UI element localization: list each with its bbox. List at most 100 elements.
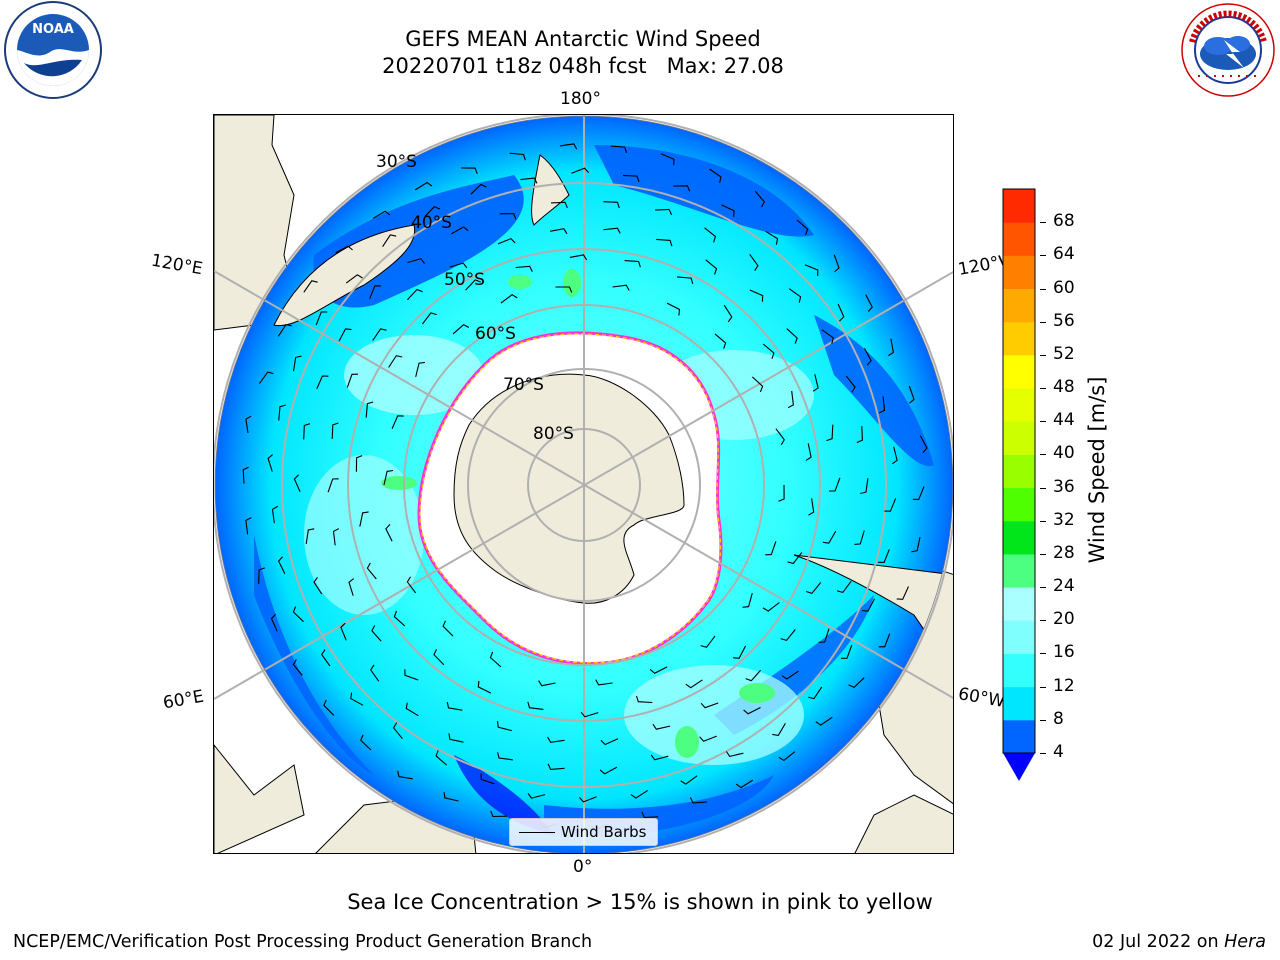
wind-barb xyxy=(878,396,886,414)
wind-barb xyxy=(346,373,359,388)
wind-barb xyxy=(721,204,735,217)
wind-barb xyxy=(655,208,673,216)
wind-barb xyxy=(569,254,588,261)
wind-barb xyxy=(622,174,640,182)
wind-barb xyxy=(359,511,369,527)
wind-barb xyxy=(489,651,502,668)
wind-barb xyxy=(650,754,669,761)
wind-barb xyxy=(388,355,403,368)
colorbar-tick-label: 60 xyxy=(1053,277,1075,298)
wind-barb xyxy=(595,679,613,686)
wind-barb xyxy=(603,227,621,234)
colorbar-ticks: 4 8 12 16 20 24 28 32 36 40 44 48 52 56 60 64 68 xyxy=(1040,0,1100,960)
wind-barb xyxy=(461,167,478,174)
wind-barb xyxy=(499,213,517,220)
wind-barb xyxy=(538,680,556,687)
wind-barb xyxy=(673,185,691,192)
wind-barb xyxy=(443,791,459,802)
wind-barb xyxy=(278,404,286,421)
wind-barb xyxy=(864,348,872,366)
wind-barb xyxy=(878,549,890,563)
colorbar-block xyxy=(1003,189,1035,223)
wind-barb xyxy=(772,723,786,737)
wind-barb xyxy=(270,613,278,632)
colorbar-block xyxy=(1003,719,1035,754)
wind-barb xyxy=(599,766,618,775)
wind-barb xyxy=(451,226,469,235)
wind-barb xyxy=(635,695,653,704)
wind-barb xyxy=(555,286,573,293)
colorbar-block xyxy=(1003,255,1035,290)
wind-barb xyxy=(365,401,374,418)
colorbar-block xyxy=(1003,321,1035,356)
wind-barb xyxy=(292,606,304,623)
colorbar-tick-mark xyxy=(1040,421,1046,423)
wind-barb xyxy=(335,245,353,254)
wind-barb xyxy=(896,586,910,600)
wind-barb xyxy=(806,582,822,595)
wind-barb xyxy=(391,415,404,429)
wind-barb xyxy=(788,288,802,303)
wind-barb xyxy=(259,371,274,384)
wind-barb xyxy=(383,469,394,486)
wind-barb xyxy=(630,789,649,799)
wind-barb xyxy=(500,294,518,304)
wind-barb xyxy=(397,770,413,780)
lat-label-60s: 60°S xyxy=(475,324,516,344)
wind-barb xyxy=(725,751,744,758)
lon-label-60w: 60°W xyxy=(956,684,1007,712)
wind-barb xyxy=(338,328,352,342)
lon-label-180: 180° xyxy=(560,89,601,109)
map-legend: Wind Barbs xyxy=(509,818,658,846)
colorbar-tick-mark xyxy=(1040,454,1046,456)
wind-barb xyxy=(405,702,419,717)
wind-barb xyxy=(433,649,445,666)
wind-barb xyxy=(424,206,441,218)
wind-barb xyxy=(656,238,673,247)
wind-barb xyxy=(369,285,381,300)
lon-label-120e: 120°E xyxy=(149,250,205,280)
lat-label-70s: 70°S xyxy=(503,375,544,395)
wind-barb xyxy=(245,415,252,434)
wind-barb xyxy=(303,423,311,440)
wind-barb xyxy=(781,670,799,680)
colorbar-tick-mark xyxy=(1040,620,1046,622)
nws-logo xyxy=(1181,3,1275,97)
wind-barb xyxy=(549,228,568,235)
wind-barb xyxy=(689,797,707,804)
wind-barbs xyxy=(242,143,928,831)
wind-barb xyxy=(323,699,335,716)
wind-barb xyxy=(743,707,761,715)
colorbar-under-triangle xyxy=(1003,753,1035,781)
wind-barb xyxy=(778,751,796,761)
colorbar-block xyxy=(1003,487,1035,522)
colorbar-block xyxy=(1003,553,1035,588)
lat-label-80s: 80°S xyxy=(533,424,574,444)
colorbar-tick-mark xyxy=(1040,653,1046,655)
wind-barb xyxy=(612,284,630,291)
wind-barb xyxy=(812,374,819,392)
lon-label-0: 0° xyxy=(573,857,593,877)
wind-barb xyxy=(497,237,516,245)
wind-barb xyxy=(580,711,599,718)
colorbar-tick-mark xyxy=(1040,487,1046,489)
wind-barb xyxy=(550,201,568,209)
wind-barb xyxy=(912,486,925,500)
wind-barb xyxy=(415,361,425,378)
colorbar-frame xyxy=(1002,188,1036,754)
wind-barb xyxy=(600,738,619,746)
colorbar-tick-label: 20 xyxy=(1053,609,1075,630)
wind-barb xyxy=(714,333,727,349)
wind-barb xyxy=(321,649,331,667)
colorbar-tick-label: 8 xyxy=(1053,708,1064,729)
wind-barb xyxy=(559,143,578,150)
wind-barb xyxy=(480,773,495,785)
wind-barb xyxy=(442,620,454,637)
colorbar-tick-label: 12 xyxy=(1053,675,1075,696)
wind-barb xyxy=(477,680,492,694)
wind-barb xyxy=(762,602,780,612)
wind-barb xyxy=(292,355,302,372)
wind-barb xyxy=(854,530,865,545)
colorbar-block xyxy=(1003,288,1035,323)
colorbar-tick-mark xyxy=(1040,222,1046,224)
